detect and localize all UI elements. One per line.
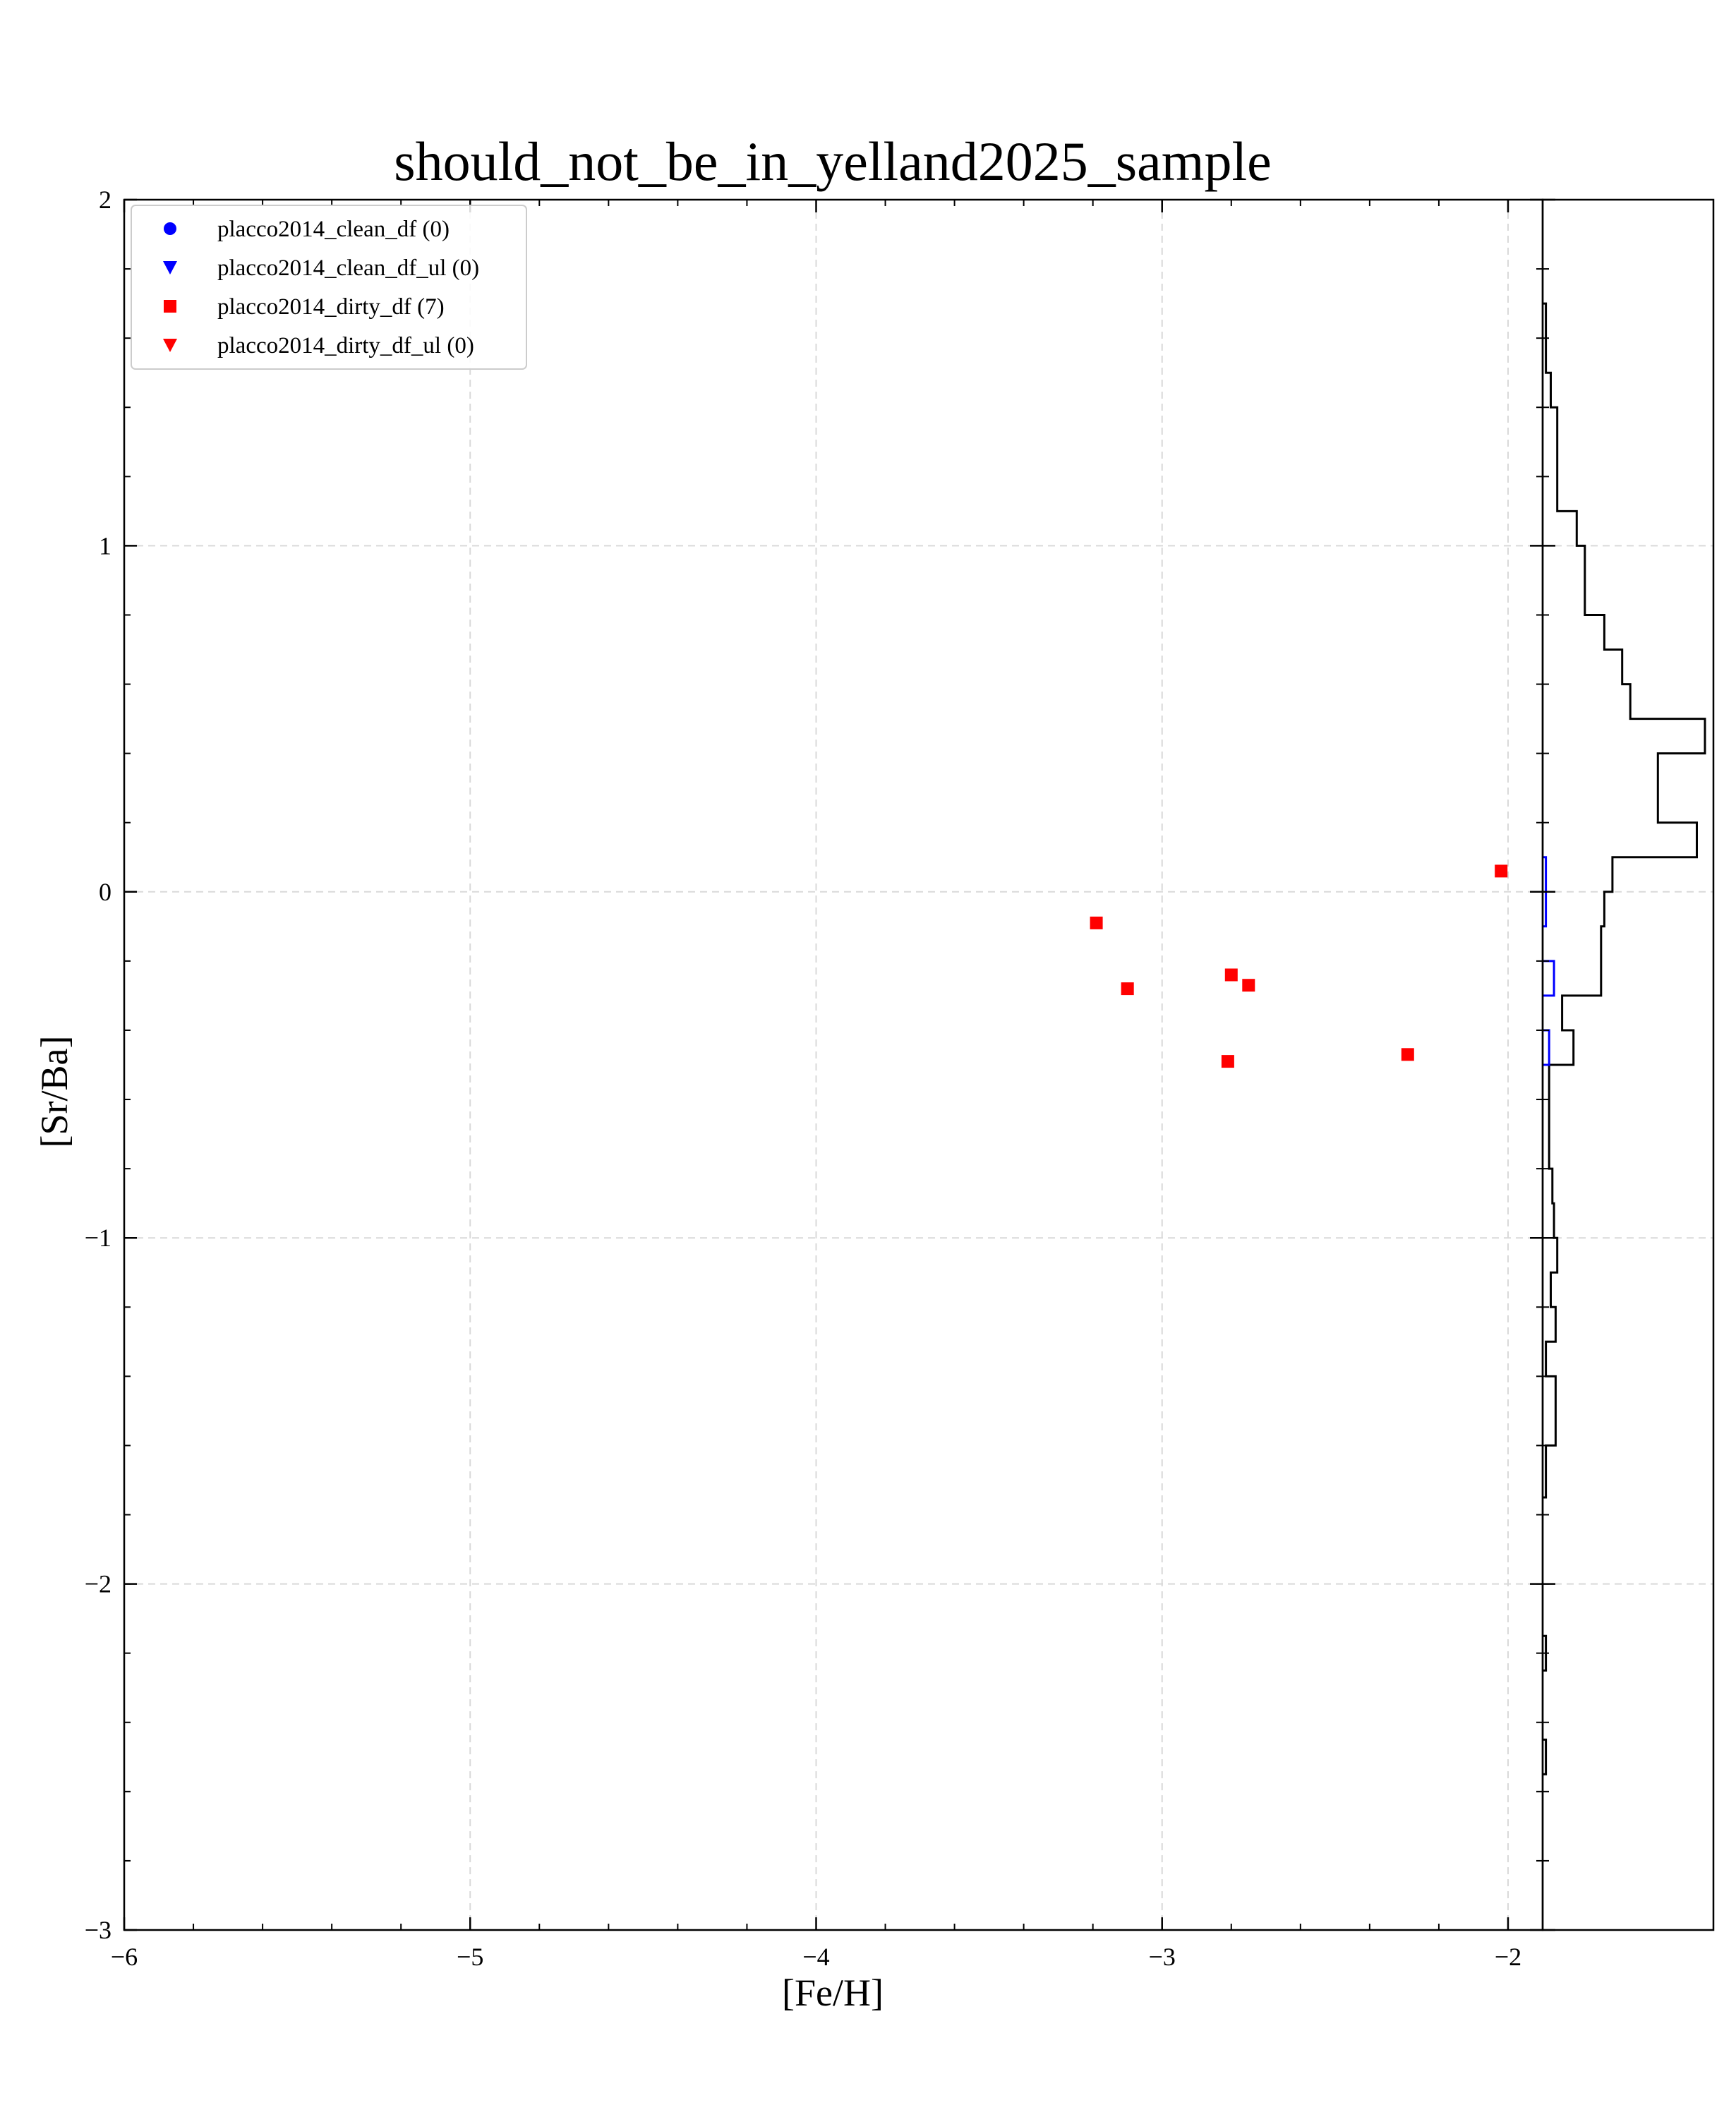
- data-point: [1224, 968, 1238, 982]
- legend-box: [131, 205, 527, 370]
- y-tick-label: −1: [85, 1224, 111, 1252]
- legend-marker-square: [164, 300, 176, 313]
- x-axis-label: [Fe/H]: [782, 1972, 884, 2014]
- y-tick-label: −3: [85, 1916, 111, 1944]
- data-point: [1401, 1048, 1414, 1061]
- y-tick-label: 2: [99, 186, 111, 214]
- x-tick-label: −4: [802, 1943, 829, 1971]
- data-point: [1495, 864, 1508, 878]
- data-point: [1221, 1055, 1234, 1068]
- y-tick-label: 0: [99, 878, 111, 906]
- y-tick-label: 1: [99, 531, 111, 560]
- axes: −6 −5 −4 −3 −2 −3 −2 −1 0 1 2: [85, 186, 1715, 1971]
- legend-label: placco2014_dirty_df_ul (0): [217, 333, 474, 358]
- legend-marker-circle: [164, 222, 176, 235]
- legend-marker-triangle: [163, 261, 177, 275]
- x-tick-label: −6: [111, 1943, 138, 1971]
- legend-marker-triangle: [163, 339, 177, 352]
- histogram-step: [1543, 302, 1706, 1775]
- legend-label: placco2014_clean_df_ul (0): [217, 255, 479, 281]
- data-point: [1242, 979, 1255, 992]
- data-point: [1121, 982, 1134, 996]
- x-tick-label: −5: [457, 1943, 483, 1971]
- chart-title: should_not_be_in_yelland2025_sample: [394, 131, 1272, 192]
- histogram-frame: [1541, 198, 1715, 1931]
- y-axis-label: [Sr/Ba]: [33, 1036, 76, 1148]
- x-tick-label: −3: [1149, 1943, 1176, 1971]
- data-point: [1090, 916, 1103, 929]
- marginal-histogram: [1543, 302, 1706, 1775]
- y-tick-label: −2: [85, 1570, 111, 1598]
- legend: placco2014_clean_df (0) placco2014_clean_…: [131, 205, 527, 370]
- data-points: [1090, 864, 1508, 1068]
- grid: [123, 199, 1713, 1931]
- legend-label: placco2014_dirty_df (7): [217, 294, 445, 320]
- legend-label: placco2014_clean_df (0): [217, 217, 450, 242]
- x-tick-label: −2: [1495, 1943, 1521, 1971]
- main-plot-frame: [123, 198, 1544, 1931]
